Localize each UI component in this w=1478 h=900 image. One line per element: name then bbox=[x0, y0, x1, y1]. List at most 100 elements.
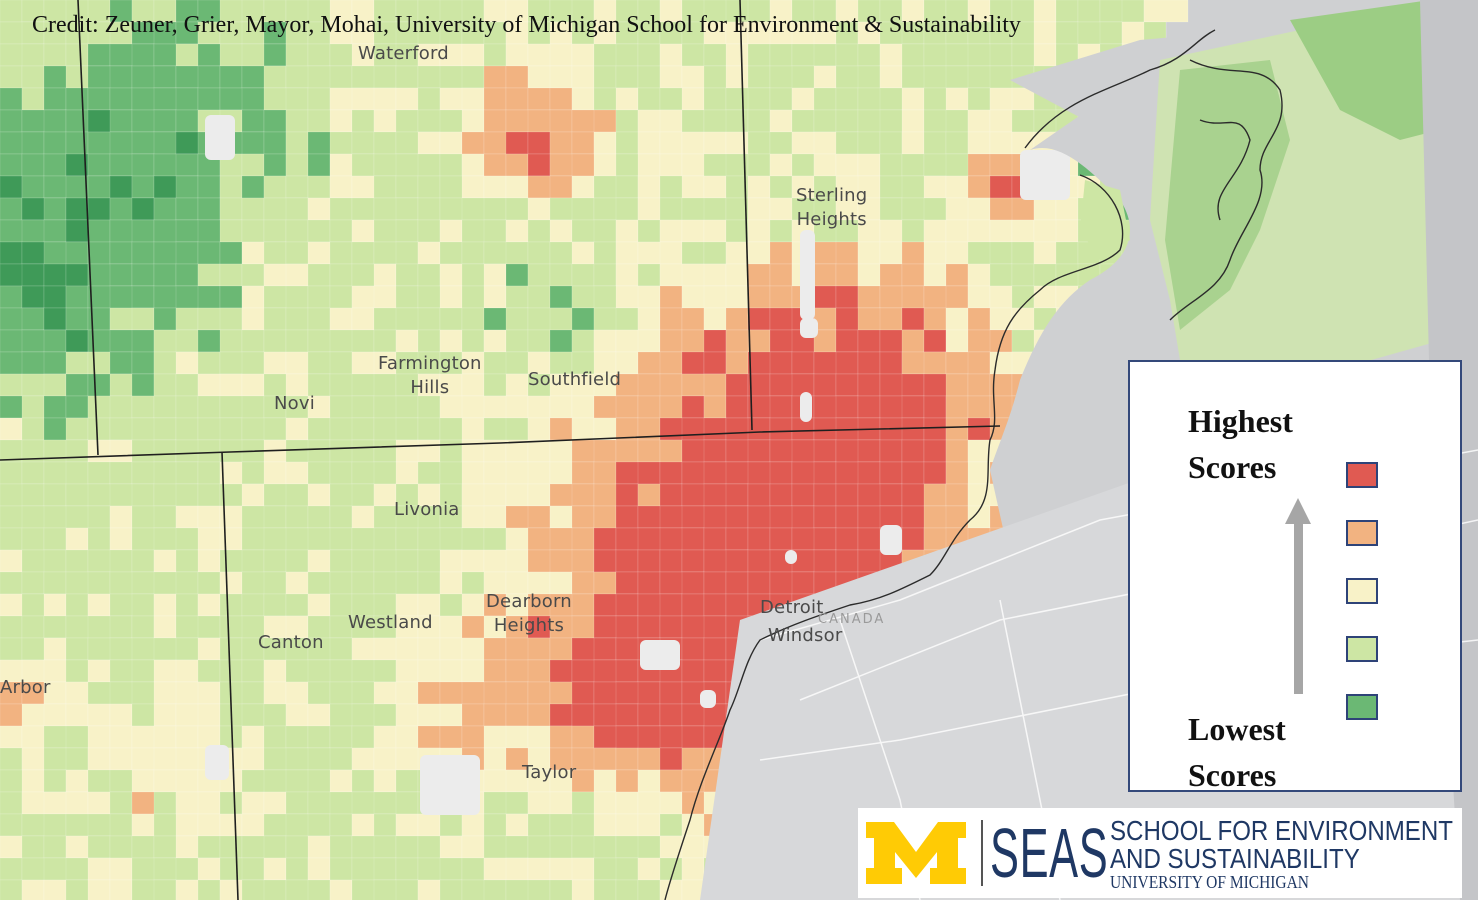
census-tract bbox=[725, 263, 749, 287]
census-tract bbox=[967, 351, 991, 375]
census-tract bbox=[43, 549, 67, 573]
census-tract bbox=[637, 395, 661, 419]
census-tract bbox=[725, 351, 749, 375]
census-tract bbox=[373, 175, 397, 199]
census-tract bbox=[373, 813, 397, 837]
census-tract bbox=[307, 87, 331, 111]
census-tract bbox=[285, 593, 309, 617]
census-tract bbox=[923, 307, 947, 331]
census-tract bbox=[549, 329, 573, 353]
census-tract bbox=[329, 505, 353, 529]
census-tract bbox=[373, 747, 397, 771]
census-tract bbox=[923, 175, 947, 199]
census-tract bbox=[373, 65, 397, 89]
census-tract bbox=[989, 263, 1013, 287]
census-tract bbox=[747, 263, 771, 287]
census-tract bbox=[857, 461, 881, 485]
census-tract bbox=[615, 65, 639, 89]
census-tract bbox=[241, 285, 265, 309]
census-tract bbox=[329, 219, 353, 243]
census-tract bbox=[615, 395, 639, 419]
census-tract bbox=[87, 241, 111, 265]
census-tract bbox=[549, 65, 573, 89]
census-tract bbox=[461, 65, 485, 89]
census-tract bbox=[637, 461, 661, 485]
census-tract bbox=[373, 527, 397, 551]
legend-swatch-middle bbox=[1346, 578, 1378, 604]
census-tract bbox=[307, 857, 331, 881]
census-tract bbox=[703, 175, 727, 199]
census-tract bbox=[395, 527, 419, 551]
census-tract bbox=[505, 87, 529, 111]
census-tract bbox=[703, 131, 727, 155]
census-tract bbox=[329, 747, 353, 771]
census-tract bbox=[241, 483, 265, 507]
census-tract bbox=[615, 131, 639, 155]
census-tract bbox=[197, 241, 221, 265]
census-tract bbox=[285, 549, 309, 573]
census-tract bbox=[87, 857, 111, 881]
census-tract bbox=[571, 593, 595, 617]
census-tract bbox=[395, 791, 419, 815]
census-tract bbox=[1121, 0, 1145, 23]
census-tract bbox=[461, 241, 485, 265]
census-tract bbox=[615, 241, 639, 265]
census-tract bbox=[505, 43, 529, 67]
census-tract bbox=[769, 43, 793, 67]
census-tract bbox=[659, 197, 683, 221]
census-tract bbox=[65, 703, 89, 727]
census-tract bbox=[615, 791, 639, 815]
census-tract bbox=[241, 593, 265, 617]
census-tract bbox=[857, 351, 881, 375]
census-tract bbox=[0, 813, 23, 837]
census-tract bbox=[571, 505, 595, 529]
census-tract bbox=[417, 813, 441, 837]
census-tract bbox=[439, 549, 463, 573]
no-data-area bbox=[205, 745, 229, 780]
census-tract bbox=[615, 659, 639, 683]
census-tract bbox=[219, 527, 243, 551]
census-tract bbox=[351, 417, 375, 441]
census-tract bbox=[197, 813, 221, 837]
city-label-sterling-heights: Sterling Heights bbox=[796, 185, 868, 230]
census-tract bbox=[439, 615, 463, 639]
census-tract bbox=[43, 285, 67, 309]
census-tract bbox=[175, 373, 199, 397]
census-tract bbox=[813, 439, 837, 463]
census-tract bbox=[879, 461, 903, 485]
census-tract bbox=[483, 219, 507, 243]
census-tract bbox=[901, 43, 925, 67]
census-tract bbox=[175, 241, 199, 265]
census-tract bbox=[505, 681, 529, 705]
census-tract bbox=[263, 725, 287, 749]
census-tract bbox=[659, 549, 683, 573]
census-tract bbox=[681, 131, 705, 155]
census-tract bbox=[681, 549, 705, 573]
census-tract bbox=[109, 263, 133, 287]
census-tract bbox=[0, 857, 23, 881]
census-tract bbox=[307, 593, 331, 617]
census-tract bbox=[43, 615, 67, 639]
census-tract bbox=[175, 109, 199, 133]
census-tract bbox=[131, 593, 155, 617]
census-tract bbox=[21, 43, 45, 67]
census-tract bbox=[901, 263, 925, 287]
census-tract bbox=[483, 329, 507, 353]
census-tract bbox=[945, 483, 969, 507]
census-tract bbox=[285, 109, 309, 133]
census-tract bbox=[967, 373, 991, 397]
census-tract bbox=[615, 747, 639, 771]
census-tract bbox=[87, 43, 111, 67]
census-tract bbox=[197, 505, 221, 529]
census-tract bbox=[615, 505, 639, 529]
census-tract bbox=[857, 43, 881, 67]
census-tract bbox=[637, 153, 661, 177]
census-tract bbox=[725, 395, 749, 419]
census-tract bbox=[43, 813, 67, 837]
census-tract bbox=[461, 461, 485, 485]
census-tract bbox=[373, 263, 397, 287]
census-tract bbox=[659, 329, 683, 353]
census-tract bbox=[329, 351, 353, 375]
census-tract bbox=[461, 109, 485, 133]
census-tract bbox=[65, 637, 89, 661]
